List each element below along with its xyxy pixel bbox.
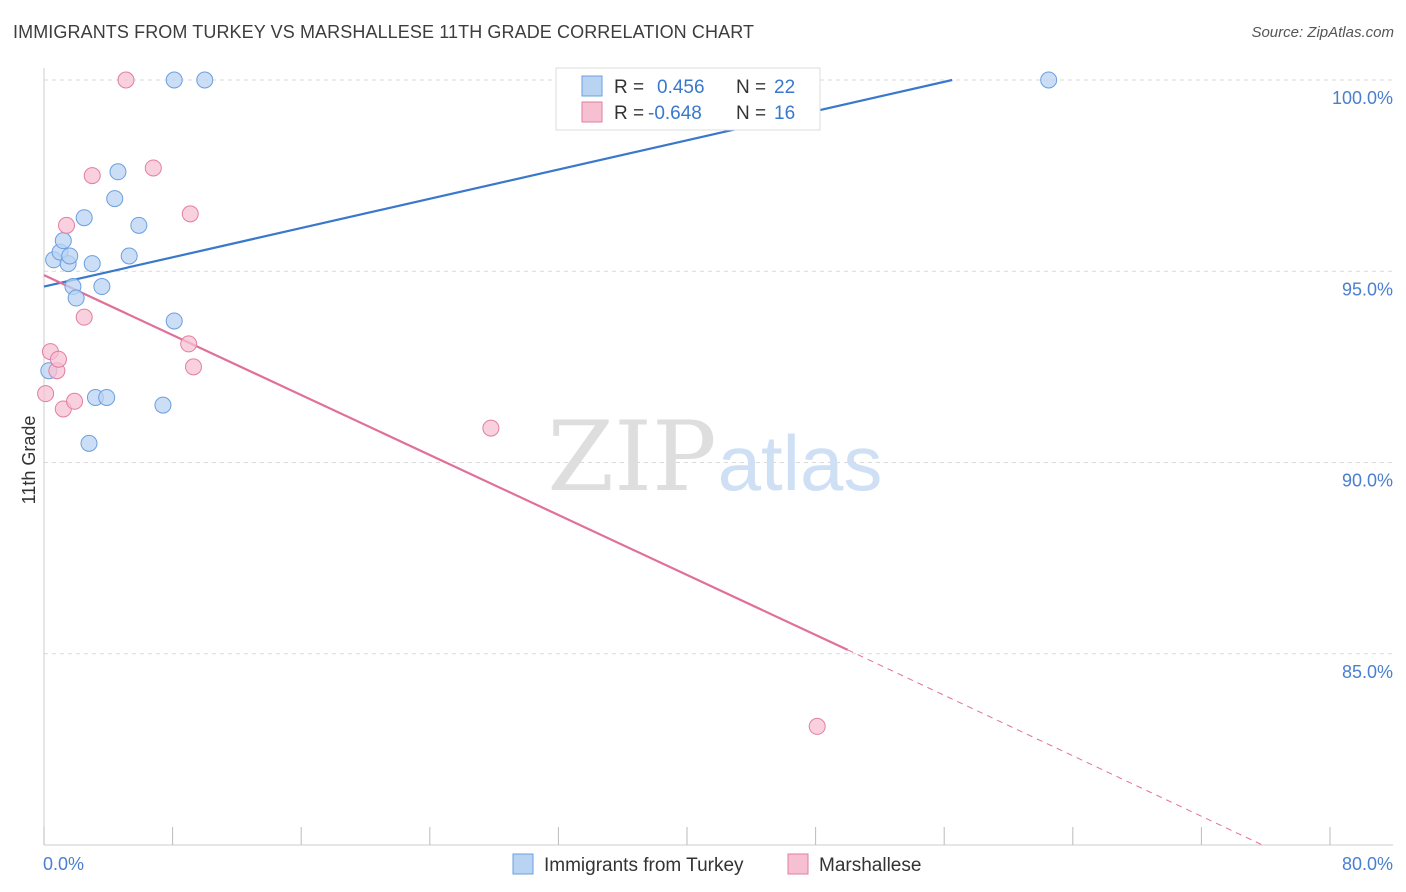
point-marshallese [482,419,500,437]
legend-r-marshallese: -0.648 [648,103,702,124]
point-turkey [67,289,85,307]
bottom-legend-label-turkey: Immigrants from Turkey [544,855,744,876]
y-tick-labels: 85.0% 90.0% 95.0% 100.0% [1332,88,1393,682]
data-points [37,71,1058,735]
y-tick-label: 90.0% [1342,471,1393,491]
point-marshallese [37,385,55,403]
legend-r-turkey: 0.456 [657,77,705,98]
watermark: ZIP atlas [547,401,882,513]
svg-text:N =: N = [736,77,766,98]
legend-n-turkey: 22 [774,77,795,98]
point-turkey [165,71,183,89]
trend-line-marshallese [43,274,849,651]
point-marshallese [144,159,162,177]
legend-swatch-turkey [581,75,603,97]
watermark-atlas: atlas [718,419,883,507]
point-turkey [196,71,214,89]
y-tick-label: 85.0% [1342,662,1393,682]
point-turkey [83,255,101,273]
point-marshallese [180,335,198,353]
legend-box: R = 0.456 N = 22 R = -0.648 N = 16 [555,67,821,131]
point-turkey [54,232,72,250]
point-turkey [106,190,124,208]
svg-text:R =: R = [614,103,644,124]
svg-text:R =: R = [614,77,644,98]
y-axis-title: 11th Grade [19,416,39,505]
point-turkey [93,278,111,296]
svg-text:N =: N = [736,103,766,124]
point-marshallese [49,350,67,368]
point-marshallese [181,205,199,223]
point-turkey [61,247,79,265]
axes [43,68,1393,846]
y-tick-label: 95.0% [1342,279,1393,299]
bottom-legend-label-marshallese: Marshallese [819,855,921,876]
legend-n-marshallese: 16 [774,103,795,124]
point-turkey [154,396,172,414]
legend-swatch-marshallese [581,101,603,123]
point-turkey [98,388,116,406]
point-marshallese [117,71,135,89]
bottom-legend-swatch-marshallese [787,853,809,875]
watermark-zip: ZIP [547,401,716,513]
source-label: Source: ZipAtlas.com [1251,24,1394,41]
point-turkey [80,434,98,452]
point-turkey [130,216,148,234]
point-marshallese [58,216,76,234]
point-marshallese [66,392,84,410]
point-turkey [109,163,127,181]
x-tick-label-min: 0.0% [43,854,84,874]
point-turkey [1040,71,1058,89]
gridlines [44,79,1393,655]
bottom-legend: Immigrants from Turkey Marshallese [512,853,921,876]
point-marshallese [184,358,202,376]
point-marshallese [83,167,101,185]
chart-title: IMMIGRANTS FROM TURKEY VS MARSHALLESE 11… [13,22,755,42]
x-tick-label-max: 80.0% [1342,854,1393,874]
trend-line-marshallese-extension [847,649,1263,846]
point-turkey [165,312,183,330]
y-tick-label: 100.0% [1332,88,1393,108]
point-turkey [120,247,138,265]
point-marshallese [808,717,826,735]
point-marshallese [75,308,93,326]
point-turkey [75,209,93,227]
bottom-legend-swatch-turkey [512,853,534,875]
